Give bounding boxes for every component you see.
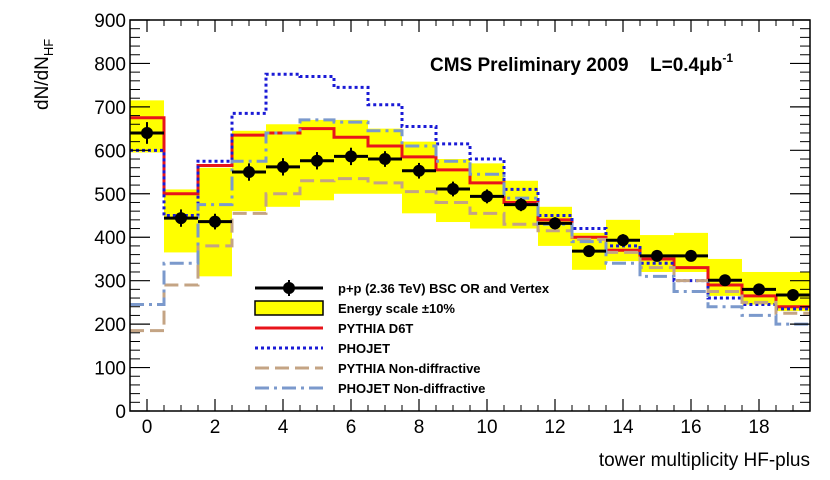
y-tick-label: 200 [94, 315, 126, 336]
legend-label: PYTHIA Non-diffractive [338, 361, 481, 376]
x-tick-label: 0 [142, 417, 153, 438]
x-tick-label: 12 [544, 417, 565, 438]
legend-label: p+p (2.36 TeV) BSC OR and Vertex [338, 281, 550, 296]
y-tick-label: 0 [115, 402, 126, 423]
data-point [549, 217, 561, 230]
legend-label: PHOJET [338, 341, 390, 356]
data-point [515, 198, 527, 211]
y-tick-label: 800 [94, 54, 126, 75]
x-tick-label: 8 [414, 417, 425, 438]
y-axis-label: dN/dNHF [32, 39, 56, 110]
series-line [130, 116, 810, 309]
x-tick-label: 6 [346, 417, 357, 438]
series-line [130, 72, 810, 311]
y-tick-label: 900 [94, 11, 126, 32]
legend-label: PHOJET Non-diffractive [338, 381, 485, 396]
x-tick-label: 14 [612, 417, 634, 438]
y-tick-label: 400 [94, 228, 126, 249]
luminosity-exponent: -1 [722, 51, 733, 65]
data-point [787, 289, 799, 302]
x-tick-label: 10 [476, 417, 497, 438]
data-point [685, 249, 697, 262]
data-point [141, 126, 153, 139]
x-tick-label: 18 [748, 417, 769, 438]
data-points-layer [130, 122, 810, 302]
data-point [379, 153, 391, 166]
x-tick-label: 2 [210, 417, 221, 438]
legend: p+p (2.36 TeV) BSC OR and Vertex Energy s… [254, 280, 550, 396]
legend-swatch-marker [283, 282, 295, 294]
x-tick-label: 16 [680, 417, 701, 438]
mc-series-layer [130, 72, 810, 333]
data-point [277, 160, 289, 173]
data-point [345, 150, 357, 163]
data-point [311, 154, 323, 167]
data-point [481, 190, 493, 203]
data-point [753, 283, 765, 296]
data-point [413, 164, 425, 177]
data-point [175, 212, 187, 225]
axes: 0 100 200 300 400 500 600 700 800 900 0 2 4 6 8 10 12 14 1… [94, 11, 811, 438]
y-tick-label: 700 [94, 98, 126, 119]
data-point [617, 234, 629, 247]
data-point [447, 182, 459, 195]
data-point [719, 274, 731, 287]
series-line [130, 177, 810, 333]
data-point [243, 166, 255, 179]
legend-label: PYTHIA D6T [338, 321, 413, 336]
data-point [209, 215, 221, 228]
data-point [651, 249, 663, 262]
x-tick-label: 4 [278, 417, 289, 438]
y-tick-label: 300 [94, 272, 126, 293]
luminosity-label: L=0.4μb-1 [650, 51, 733, 76]
y-tick-label: 500 [94, 185, 126, 206]
series-line [130, 118, 810, 326]
y-tick-label: 100 [94, 359, 126, 380]
legend-label: Energy scale ±10% [338, 301, 455, 316]
y-axis-label-subscript: HF [41, 39, 56, 56]
data-point [583, 245, 595, 258]
luminosity-value: L=0.4μb [650, 55, 722, 76]
y-axis-label-main: dN/dN [32, 56, 53, 110]
chart-title: CMS Preliminary 2009 [430, 55, 629, 76]
y-tick-label: 600 [94, 141, 126, 162]
legend-swatch-band [254, 300, 324, 316]
x-axis-label: tower multiplicity HF-plus [599, 450, 810, 471]
